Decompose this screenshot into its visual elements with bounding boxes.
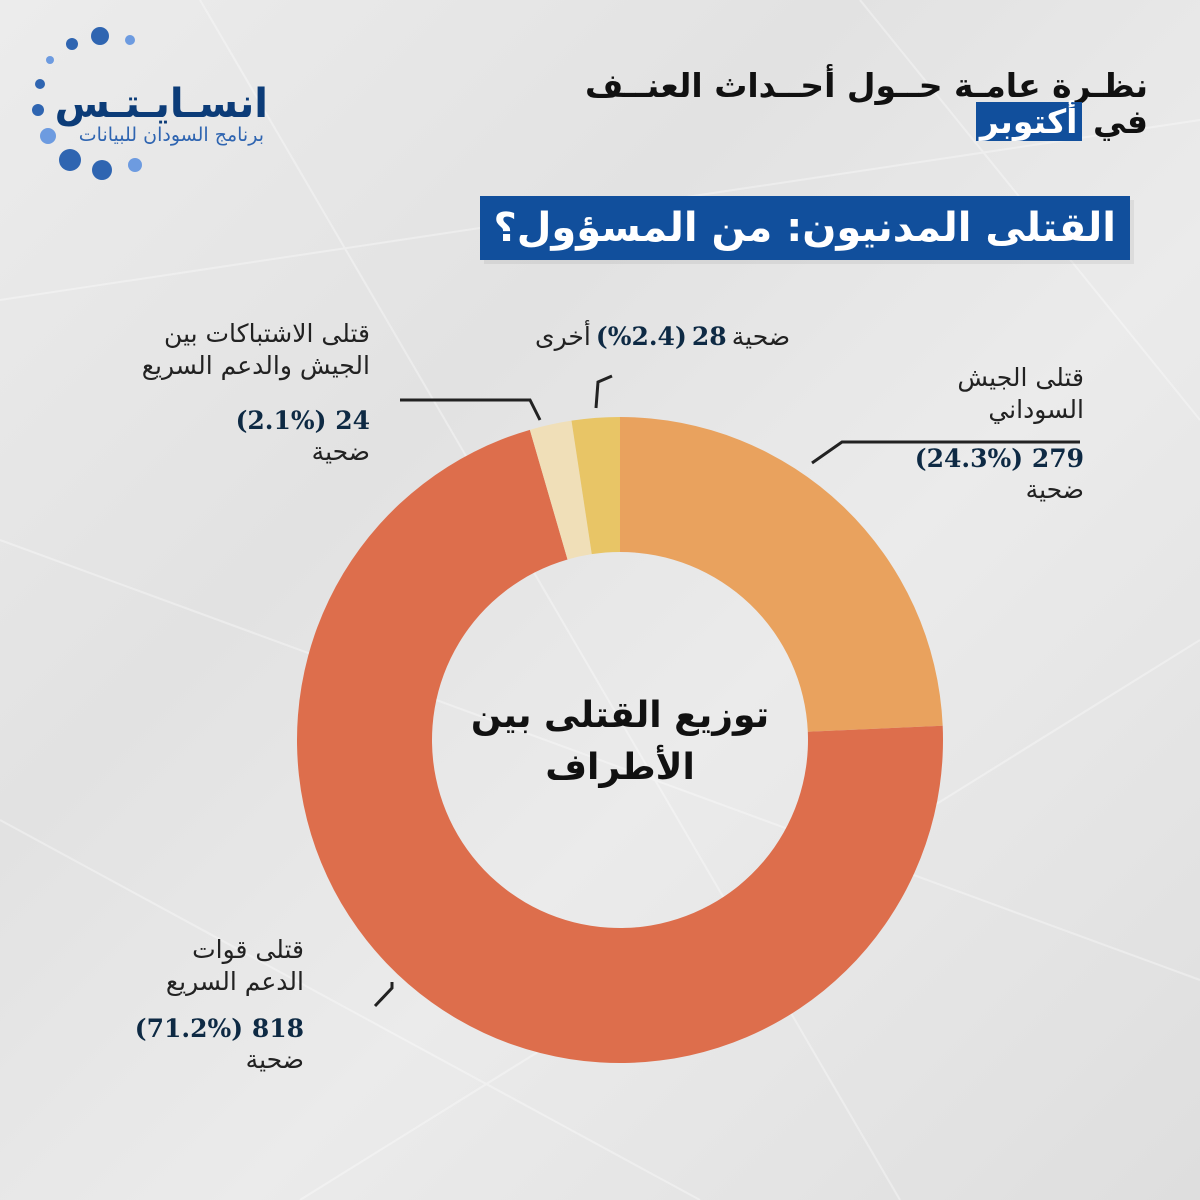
label-army-name1: قتلى الجيش xyxy=(957,363,1084,392)
slice-other xyxy=(571,417,620,555)
label-other-percent: (2.4%) xyxy=(595,322,687,351)
logo-title: انسـايـتـس xyxy=(54,81,268,127)
label-clashes-name1: قتلى الاشتباكات بين xyxy=(164,319,370,348)
center-label-line1: توزيع القتلى بين xyxy=(470,695,770,736)
label-army-name2: السوداني xyxy=(988,395,1084,424)
slice-rsf xyxy=(296,429,944,1063)
label-clashes-unit: ضحية xyxy=(311,437,370,466)
logo-dots-icon xyxy=(32,27,142,180)
label-rsf-name2: الدعم السريع xyxy=(165,967,304,996)
logo-subtitle: برنامج السودان للبيانات xyxy=(78,124,264,146)
label-army-value: (24.3%) 279 xyxy=(915,442,1084,476)
leader-line-other xyxy=(594,374,613,409)
chart-center-label: توزيع القتلى بين الأطراف xyxy=(460,690,780,794)
slice-army xyxy=(620,417,943,732)
label-other: ضحية 28 (2.4%) أخرى xyxy=(535,320,790,354)
label-rsf-name1: قتلى قوات xyxy=(192,935,304,964)
label-army-unit: ضحية xyxy=(1025,475,1084,504)
center-label-line2: الأطراف xyxy=(545,747,695,788)
label-rsf-unit: ضحية xyxy=(245,1045,304,1074)
label-other-count: 28 xyxy=(691,322,727,351)
leader-line-rsf xyxy=(373,982,394,1008)
label-clashes-count: 24 xyxy=(335,406,370,435)
label-clashes: قتلى الاشتباكات بين الجيش والدعم السريع … xyxy=(142,318,370,466)
page-title: نظـرة عامـة حــول أحــداث العنــف xyxy=(585,66,1148,105)
label-rsf-count: 818 xyxy=(251,1014,304,1043)
leader-line-clashes xyxy=(400,398,542,421)
chart-title-banner: القتلى المدنيون: من المسؤول؟ xyxy=(479,196,1130,260)
slice-clashes xyxy=(529,420,592,560)
label-clashes-percent: (2.1%) xyxy=(235,406,327,435)
label-rsf-percent: (71.2%) xyxy=(134,1014,244,1043)
label-clashes-value: (2.1%) 24 xyxy=(142,404,370,438)
label-other-unit: ضحية xyxy=(731,322,791,351)
label-rsf: قتلى قوات الدعم السريع (71.2%) 818 ضحية xyxy=(135,934,304,1074)
subtitle-prefix: في xyxy=(1093,102,1148,141)
logo: انسـايـتـس برنامج السودان للبيانات xyxy=(0,0,300,200)
label-army: قتلى الجيش السوداني (24.3%) 279 ضحية xyxy=(915,362,1084,504)
label-army-count: 279 xyxy=(1031,444,1084,473)
label-rsf-value: (71.2%) 818 xyxy=(135,1012,304,1046)
label-army-percent: (24.3%) xyxy=(914,444,1024,473)
label-other-name: أخرى xyxy=(535,322,591,351)
month-highlight: أكتوبر xyxy=(975,102,1082,141)
leader-line-army xyxy=(811,440,1080,465)
label-clashes-name2: الجيش والدعم السريع xyxy=(141,351,370,380)
page-subtitle: في أكتوبر xyxy=(975,102,1148,142)
